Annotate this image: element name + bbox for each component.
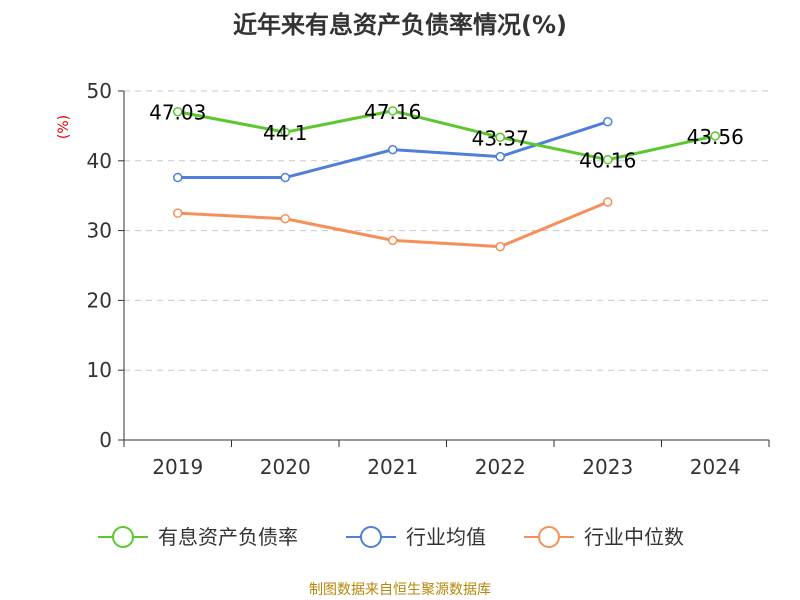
x-tick-label: 2020 [260,455,311,479]
data-point [710,131,720,141]
x-tick-label: 2023 [582,455,633,479]
source-note: 制图数据来自恒生聚源数据库 [309,582,491,598]
data-point [603,154,613,165]
y-axis-unit: (%) [56,115,72,139]
x-tick-label: 2021 [367,455,418,479]
data-point [388,235,398,246]
y-tick-label: 30 [87,219,112,243]
data-point [603,197,613,207]
series-layer [173,106,720,252]
data-label: 40.16 [579,149,636,173]
data-point [495,132,505,143]
data-label: 47.16 [364,100,421,124]
legend-label: 行业中位数 [584,525,684,549]
chart-title: 近年来有息资产负债率情况(%) [233,11,567,39]
x-tick-label: 2019 [152,455,203,479]
x-tick-label: 2022 [475,455,526,479]
data-point [388,144,398,155]
data-point [388,106,398,116]
y-tick-label: 0 [99,428,112,452]
data-point [173,172,183,183]
data-label: 44.1 [263,121,308,145]
data-point [603,116,613,127]
y-tick-label: 20 [87,288,112,312]
series-line [177,109,716,162]
y-tick-label: 10 [87,358,112,382]
gridlines [124,90,769,371]
data-point [173,208,183,218]
data-label: 43.56 [687,125,744,149]
data-label: 47.03 [149,101,206,125]
data-label: 43.37 [472,126,529,150]
legend-marker [360,526,382,548]
x-tick-label: 2024 [690,455,741,479]
axes: 0 10 20 30 40 50 2019 2020 2021 2022 2023 2024 [87,79,770,479]
y-tick-label: 50 [87,79,112,103]
legend-marker [112,526,134,548]
legend: 有息资产负债率 行业均值 行业中位数 [98,525,684,549]
legend-label: 有息资产负债率 [158,525,298,549]
data-point [173,106,183,117]
data-point [495,151,505,162]
legend-label: 行业均值 [406,525,486,549]
data-point [280,127,290,137]
legend-marker [538,526,560,548]
data-labels: 47.03 44.1 47.16 43.37 40.16 43.56 [149,100,744,173]
data-point [280,213,290,224]
y-tick-label: 40 [87,149,112,173]
data-point [495,241,505,252]
data-point [280,172,290,183]
